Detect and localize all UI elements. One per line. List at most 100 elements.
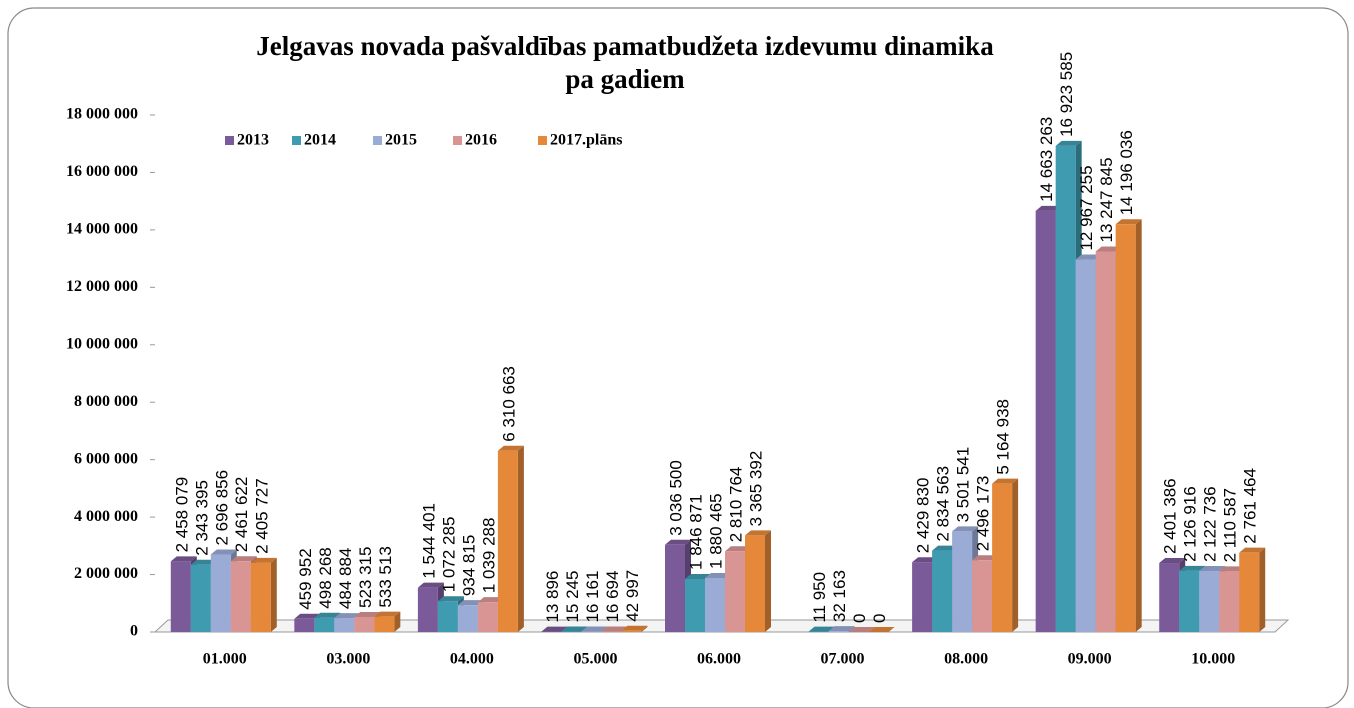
bar-top [477, 597, 504, 603]
bar-top [828, 626, 855, 632]
value-label: 523 315 [356, 547, 375, 608]
y-tick-label: 18 000 000 [66, 106, 138, 123]
x-tick-label: 03.000 [326, 651, 370, 668]
bar [1199, 571, 1220, 632]
legend-label: 2015 [385, 132, 417, 149]
bar-top [1159, 558, 1186, 564]
bar [725, 551, 745, 632]
bar-top [745, 530, 771, 536]
y-tick-label: 10 000 000 [66, 335, 138, 352]
value-label: 5 164 938 [994, 399, 1013, 475]
bar-top [334, 613, 361, 619]
value-label: 2 343 395 [192, 480, 211, 556]
chart-title: Jelgavas novada pašvaldības pamatbudžeta… [256, 31, 994, 94]
value-label: 484 884 [336, 548, 355, 609]
value-label: 2 461 622 [232, 477, 251, 553]
legend-swatch [538, 136, 547, 145]
bar [1115, 224, 1136, 632]
value-label: 2 458 079 [172, 477, 191, 553]
bar-top [868, 627, 895, 632]
bar-top [621, 625, 648, 631]
value-label: 0 [870, 614, 889, 623]
bar-top [1199, 566, 1226, 572]
legend-label: 2016 [465, 132, 497, 149]
bar-top [294, 613, 321, 619]
bar-top [848, 627, 875, 632]
bar [497, 450, 518, 632]
bar-top [1115, 219, 1142, 225]
bar [685, 578, 705, 632]
bar [912, 562, 933, 632]
value-label: 0 [850, 614, 869, 623]
bar-top [210, 549, 237, 555]
bar-top [808, 626, 835, 632]
bar [828, 631, 849, 632]
value-label: 1 544 401 [419, 503, 438, 579]
value-label: 2 401 386 [1161, 478, 1180, 554]
y-tick-label: 16 000 000 [66, 163, 138, 180]
value-label: 1 039 288 [479, 518, 498, 594]
legend-swatch [453, 136, 462, 145]
value-label: 16 161 [583, 571, 602, 623]
legend-label: 2017.plāns [550, 132, 622, 149]
bar [374, 616, 395, 632]
bar-top [992, 478, 1019, 484]
bar [1035, 210, 1056, 632]
value-label: 2 761 464 [1241, 468, 1260, 544]
bar-top [912, 557, 939, 563]
bar-top [1075, 254, 1102, 260]
bar [665, 544, 685, 632]
value-label: 2 496 173 [974, 476, 993, 552]
bar [952, 531, 973, 632]
bar [457, 605, 478, 632]
value-label: 16 923 585 [1057, 52, 1076, 137]
bar [1159, 563, 1180, 632]
bar-top [725, 546, 751, 552]
bar-top [952, 526, 979, 532]
bar [705, 577, 725, 632]
bar-top [561, 626, 588, 632]
y-tick-label: 14 000 000 [66, 221, 138, 238]
bar [210, 554, 231, 632]
bar [437, 601, 458, 632]
y-tick-label: 2 000 000 [74, 565, 138, 582]
bar [190, 564, 211, 632]
bar [1075, 259, 1096, 632]
value-label: 14 196 036 [1117, 130, 1136, 215]
bar-side [848, 626, 855, 632]
y-tick-label: 6 000 000 [74, 450, 138, 467]
value-label: 2 696 856 [212, 470, 231, 546]
value-label: 15 245 [563, 571, 582, 623]
bar-top [457, 600, 484, 606]
value-label: 2 429 830 [914, 478, 933, 554]
bar-top [1239, 547, 1266, 553]
bar [230, 561, 251, 632]
bar-top [541, 626, 568, 632]
bar-top [230, 556, 257, 562]
legend-label: 2014 [304, 132, 336, 149]
value-label: 2 405 727 [252, 478, 271, 554]
bar [1055, 145, 1076, 632]
frame [7, 7, 1349, 708]
bar-side [517, 445, 524, 632]
value-label: 6 310 663 [499, 366, 518, 442]
x-tick-label: 10.000 [1191, 651, 1235, 668]
value-label: 1 846 871 [686, 494, 705, 570]
bar-top [601, 626, 628, 632]
value-label: 32 163 [830, 570, 849, 622]
bar [932, 550, 953, 632]
value-label: 13 247 845 [1097, 157, 1116, 242]
value-label: 42 997 [623, 570, 642, 622]
bar-top [1055, 140, 1082, 146]
x-tick-label: 05.000 [573, 651, 617, 668]
bar [354, 616, 375, 632]
bar-side [1012, 478, 1019, 632]
bar [745, 535, 765, 632]
legend-swatch [373, 136, 382, 145]
bar-top [1035, 205, 1062, 211]
y-tick-label: 8 000 000 [74, 393, 138, 410]
bar-top [374, 611, 401, 617]
bar-top [250, 557, 277, 563]
bar [477, 602, 498, 632]
value-label: 498 268 [316, 547, 335, 608]
